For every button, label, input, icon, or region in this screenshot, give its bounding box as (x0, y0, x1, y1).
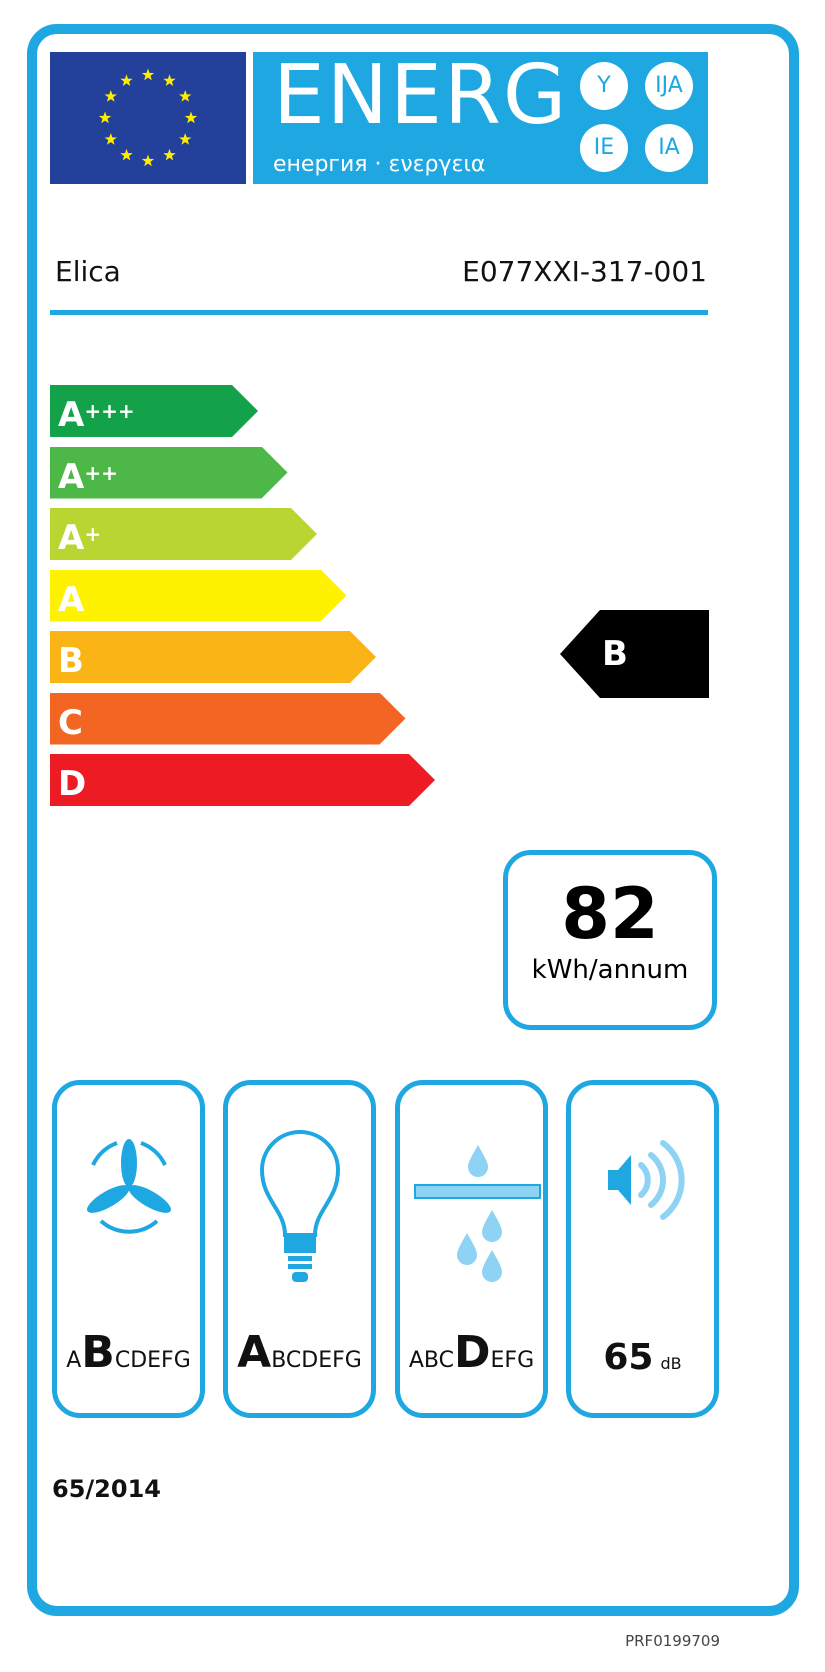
energy-class-bar: A+++ (50, 385, 258, 437)
supplier-name: Elica (55, 255, 121, 288)
label-frame (27, 24, 799, 1616)
star-icon (104, 133, 117, 145)
fan-icon (87, 1139, 171, 1234)
star-icon (184, 111, 198, 124)
label-code: PRF0199709 (625, 1632, 720, 1650)
energy-class-bar: A (50, 570, 347, 622)
energy-class-bar: A+ (50, 508, 317, 560)
star-icon (141, 68, 155, 81)
star-icon (141, 154, 155, 167)
lighting-class: ABCDEFG (237, 1327, 362, 1378)
model-id: E077XXI-317-001 (462, 255, 707, 288)
eu-flag-icon (50, 52, 246, 184)
consumption-box: 82 kWh/annum (503, 850, 717, 1030)
star-icon (120, 74, 133, 86)
light-bulb-icon (259, 1130, 341, 1282)
star-icon (104, 90, 117, 102)
fluid-dynamic-box: ABCDEFG (52, 1080, 205, 1418)
star-icon (163, 148, 176, 161)
star-icon (179, 133, 192, 145)
star-icon (179, 90, 192, 102)
regulation-number: 65/2014 (52, 1475, 161, 1503)
energy-class-bar: D (50, 754, 435, 806)
suffix-ia: IA (645, 124, 693, 172)
suffix-ie: IE (580, 124, 628, 172)
energy-logo: ENERG енергия · ενεργεια Y IJA IE IA (253, 48, 708, 184)
star-icon (120, 148, 133, 161)
fluid-dynamic-class: ABCDEFG (66, 1327, 191, 1378)
noise-level: 65 dB (603, 1337, 682, 1378)
energy-subtitle: енергия · ενεργεια (273, 152, 486, 177)
consumption-unit: kWh/annum (531, 955, 689, 985)
grease-filter-icon (414, 1145, 541, 1282)
divider (50, 310, 708, 315)
energy-class-bar: A++ (50, 447, 288, 499)
star-icon (98, 111, 112, 124)
suffix-y: Y (580, 62, 628, 110)
energy-class-bar: B (50, 631, 376, 683)
grease-filter-box: ABCDEFG (395, 1080, 548, 1418)
consumption-value: 82 (561, 873, 659, 955)
energy-title: ENERG (273, 48, 569, 143)
energy-class-bar: C (50, 693, 406, 745)
grease-filter-class: ABCDEFG (408, 1327, 535, 1378)
suffix-ija: IJA (645, 62, 693, 110)
lighting-box: ABCDEFG (223, 1080, 376, 1418)
speaker-icon (608, 1140, 685, 1220)
star-icon (163, 74, 176, 86)
noise-box: 65 dB (566, 1080, 719, 1418)
